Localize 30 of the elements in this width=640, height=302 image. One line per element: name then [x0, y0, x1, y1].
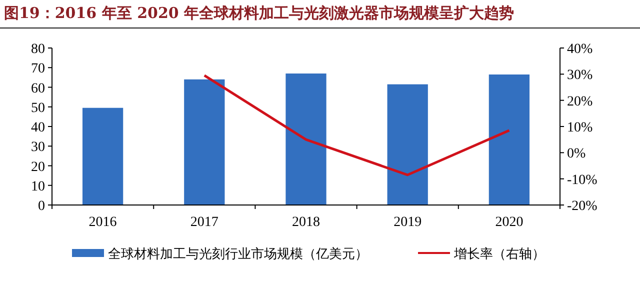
y2-tick-label: 20% [567, 94, 593, 110]
bar [82, 108, 124, 205]
y-tick-label: 80 [31, 42, 45, 57]
bar [387, 84, 428, 205]
x-tick-label: 2017 [190, 215, 218, 230]
bar [488, 74, 530, 205]
y2-tick-label: -10% [567, 172, 598, 188]
y2-tick-label: 40% [567, 42, 593, 57]
y-tick-label: 70 [31, 62, 45, 77]
y2-tick-label: 0% [567, 146, 586, 162]
y-tick-label: 20 [31, 160, 45, 175]
x-tick-label: 2016 [88, 215, 117, 230]
legend-label: 增长率（右轴） [453, 246, 545, 262]
y-tick-label: 40 [31, 120, 45, 136]
bar [286, 74, 326, 205]
x-tick-label: 2020 [495, 215, 524, 230]
bar [184, 79, 225, 205]
line-series [203, 74, 510, 176]
legend-label: 全球材料加工与光刻行业市场规模（亿美元） [108, 246, 368, 262]
y-tick-label: 10 [31, 179, 45, 194]
y2-tick-label: -20% [567, 199, 598, 214]
y-tick-label: 50 [31, 100, 45, 116]
chart-title: 图19：2016 年至 2020 年全球材料加工与光刻激光器市场规模呈扩大趋势 [4, 4, 514, 22]
x-tick-label: 2019 [394, 215, 422, 230]
y2-tick-label: 30% [567, 68, 593, 84]
y-tick-label: 60 [31, 81, 45, 96]
y-tick-label: 30 [31, 140, 45, 156]
y2-tick-label: 10% [567, 120, 593, 136]
x-tick-label: 2018 [292, 215, 320, 230]
y-tick-label: 0 [38, 199, 45, 214]
